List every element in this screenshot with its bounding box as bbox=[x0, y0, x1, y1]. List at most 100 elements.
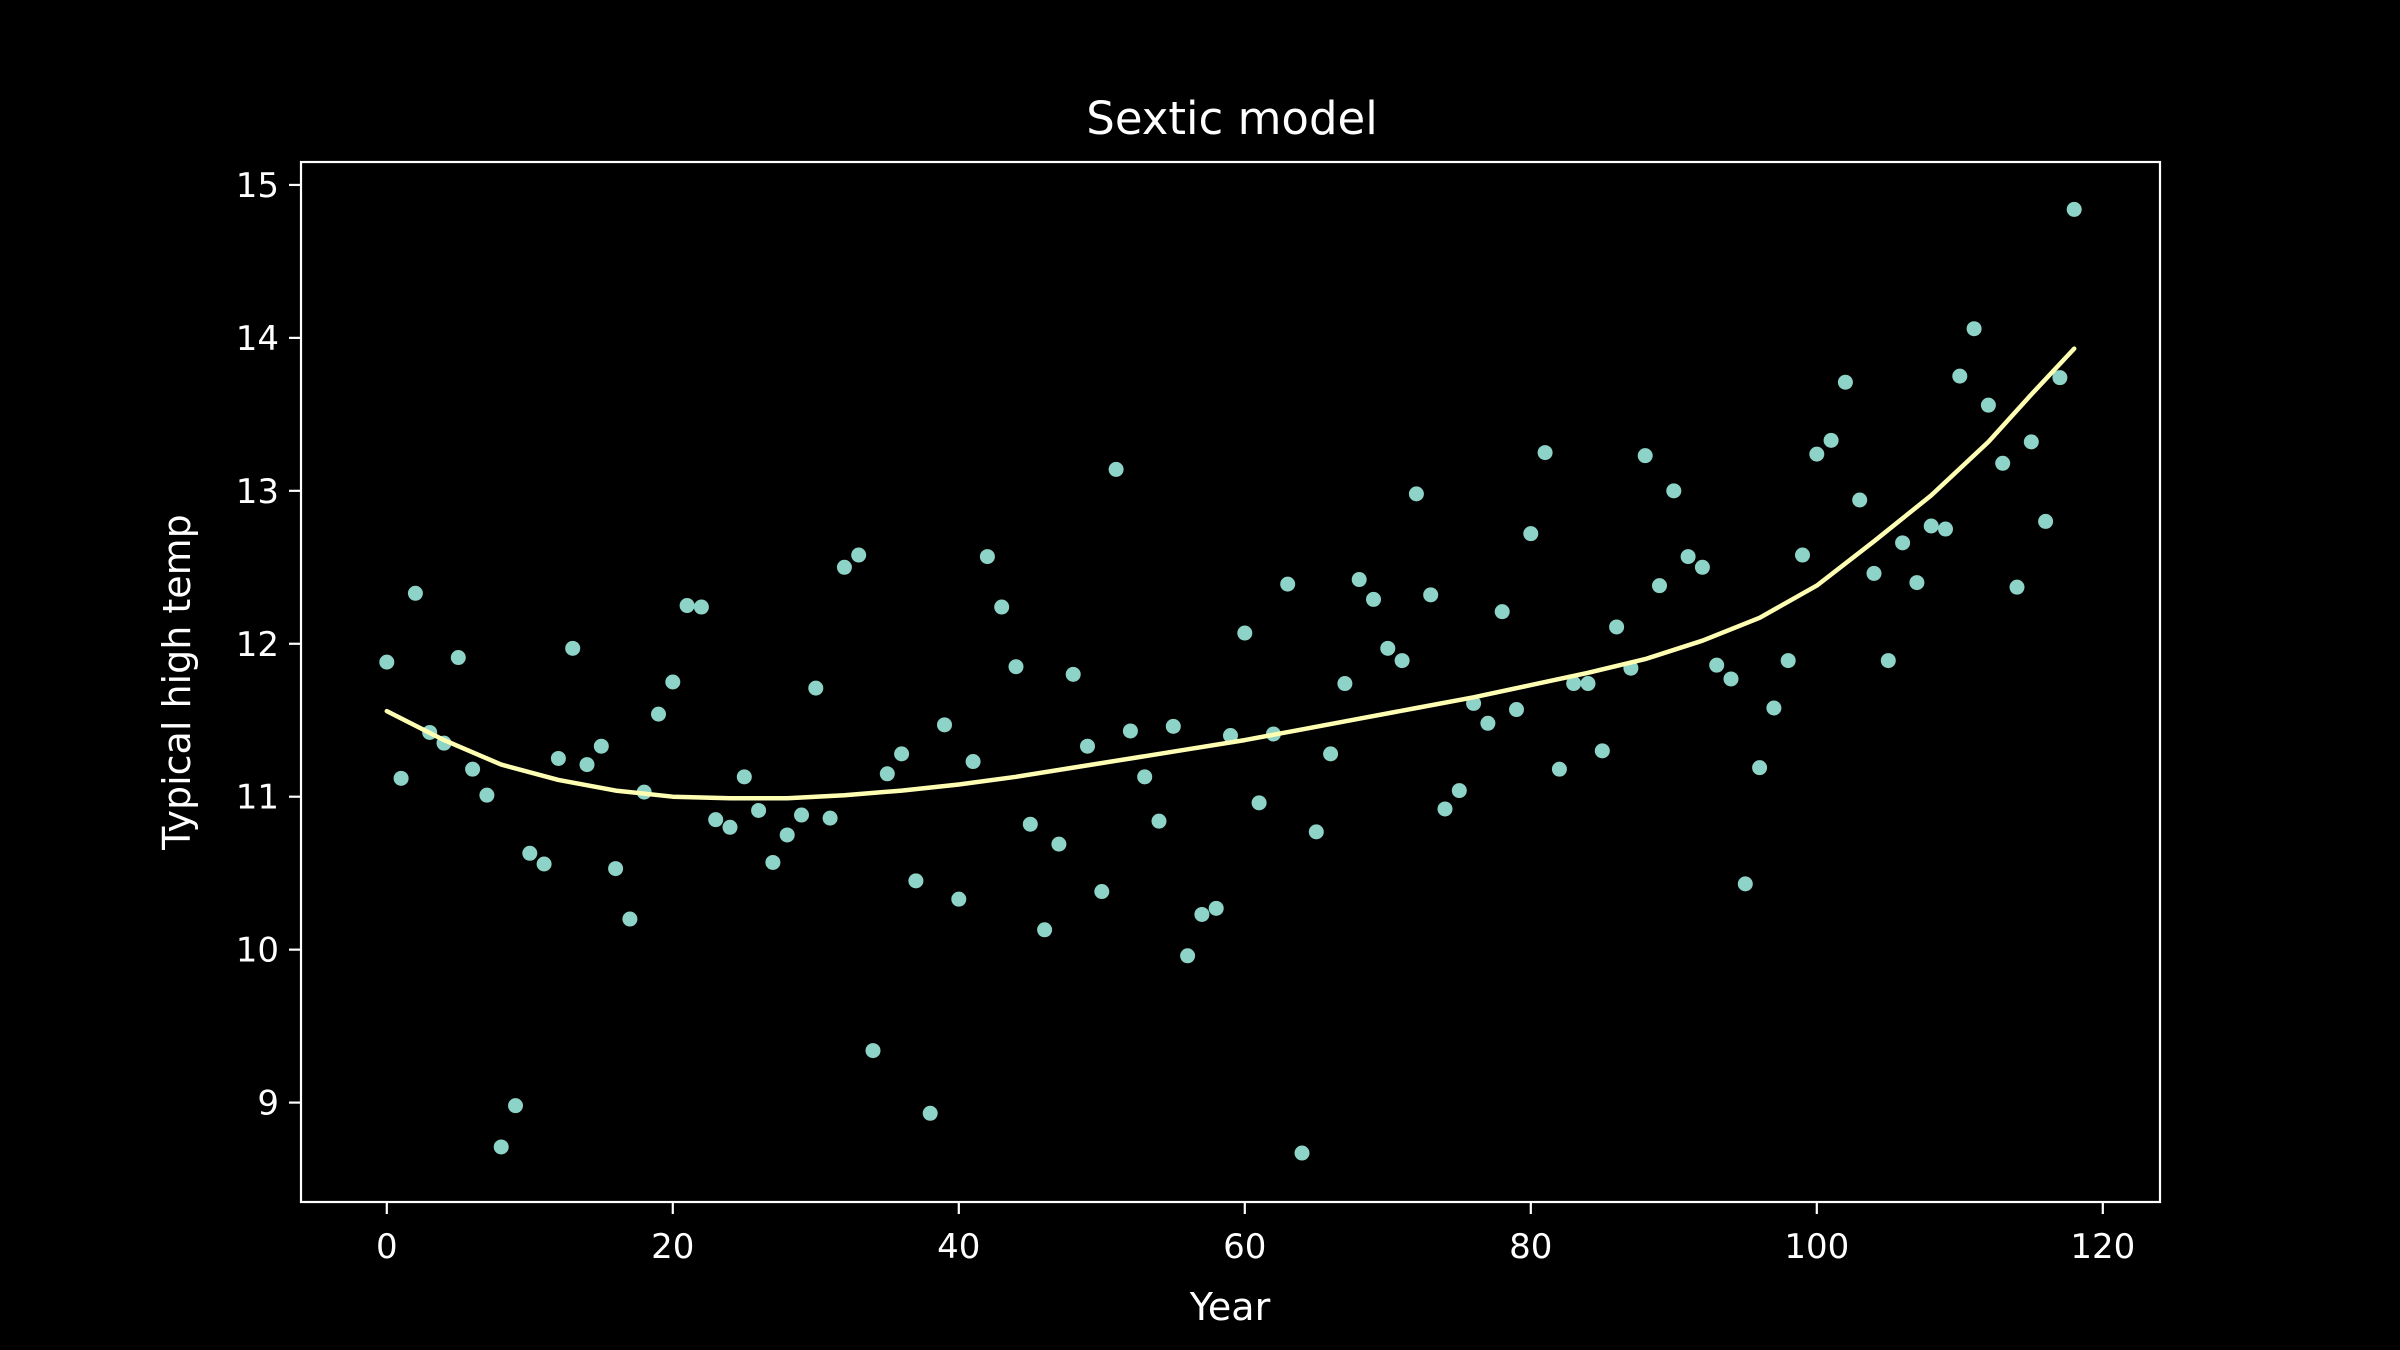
data-point bbox=[865, 1043, 881, 1059]
y-tick-label: 13 bbox=[236, 472, 279, 512]
data-point bbox=[1351, 572, 1367, 588]
data-point bbox=[1451, 783, 1467, 799]
data-point bbox=[1509, 702, 1524, 718]
data-point bbox=[2052, 370, 2068, 386]
data-point bbox=[1752, 760, 1768, 776]
data-point bbox=[1423, 587, 1439, 603]
data-point bbox=[1694, 559, 1710, 575]
y-axis-label: Typical high temp bbox=[155, 514, 199, 851]
data-point bbox=[2066, 201, 2082, 217]
data-point bbox=[1137, 769, 1153, 785]
data-point bbox=[1065, 666, 1081, 682]
data-point bbox=[1680, 549, 1696, 565]
data-point bbox=[1809, 446, 1825, 462]
data-point bbox=[679, 598, 695, 614]
data-point bbox=[1723, 671, 1739, 687]
x-tick-label: 100 bbox=[1784, 1227, 1849, 1267]
data-point bbox=[1766, 700, 1782, 716]
axes-frame bbox=[299, 160, 2162, 1204]
data-point bbox=[1666, 483, 1682, 499]
data-point bbox=[1709, 657, 1725, 673]
data-point bbox=[1051, 836, 1067, 852]
data-point bbox=[1108, 461, 1124, 477]
data-point bbox=[1208, 900, 1224, 916]
scatter-series bbox=[379, 201, 2082, 1161]
data-point bbox=[1280, 576, 1296, 592]
data-point bbox=[622, 911, 638, 927]
data-point bbox=[965, 754, 981, 770]
data-point bbox=[894, 746, 910, 762]
y-tick-label: 11 bbox=[236, 778, 279, 818]
data-point bbox=[1580, 676, 1596, 692]
data-point bbox=[550, 750, 566, 766]
data-point bbox=[979, 549, 995, 565]
data-point bbox=[1494, 604, 1510, 620]
fit-line bbox=[384, 346, 2077, 801]
x-tick-label: 120 bbox=[2070, 1227, 2135, 1267]
data-point bbox=[1523, 526, 1539, 542]
data-point bbox=[1866, 565, 1882, 581]
y-tick-label: 12 bbox=[236, 625, 279, 665]
data-point bbox=[1938, 521, 1953, 537]
data-point bbox=[1008, 659, 1024, 675]
data-point bbox=[1037, 922, 1053, 938]
x-tick-label: 80 bbox=[1509, 1227, 1552, 1267]
data-point bbox=[937, 717, 952, 733]
data-point bbox=[794, 807, 809, 823]
data-point bbox=[1537, 445, 1553, 461]
data-point bbox=[1909, 575, 1925, 591]
data-point bbox=[779, 827, 795, 843]
y-axis: 9 10 11 12 13 14 15 bbox=[236, 166, 301, 1124]
data-point bbox=[1880, 653, 1896, 669]
data-point bbox=[2023, 434, 2039, 450]
data-point bbox=[1337, 676, 1353, 692]
data-point bbox=[1594, 743, 1610, 759]
data-point bbox=[407, 585, 423, 601]
data-point bbox=[1480, 715, 1496, 731]
data-point bbox=[450, 650, 466, 666]
data-point bbox=[1837, 374, 1853, 390]
data-point bbox=[1780, 653, 1796, 669]
data-point bbox=[808, 680, 824, 696]
data-point bbox=[1180, 948, 1196, 964]
data-point bbox=[1237, 625, 1253, 641]
data-point bbox=[693, 599, 709, 615]
x-tick-label: 60 bbox=[1223, 1227, 1266, 1267]
data-point bbox=[1165, 718, 1181, 734]
data-point bbox=[1323, 746, 1339, 762]
data-point bbox=[465, 761, 481, 777]
data-point bbox=[1151, 813, 1167, 829]
data-point bbox=[565, 640, 581, 656]
data-point bbox=[1551, 761, 1567, 777]
data-point bbox=[951, 891, 967, 907]
chart-title: Sextic model bbox=[1086, 92, 1377, 145]
data-point bbox=[1652, 578, 1667, 594]
data-point bbox=[2009, 579, 2025, 595]
data-point bbox=[736, 769, 752, 785]
data-point bbox=[1737, 876, 1753, 892]
data-point bbox=[751, 802, 767, 818]
data-point bbox=[1980, 397, 1996, 413]
x-tick-label: 40 bbox=[937, 1227, 980, 1267]
data-point bbox=[665, 674, 681, 690]
data-point bbox=[1394, 653, 1410, 669]
y-tick-label: 15 bbox=[236, 166, 279, 206]
data-point bbox=[608, 861, 624, 877]
data-point bbox=[851, 547, 867, 563]
plot-area bbox=[379, 201, 2082, 1161]
data-point bbox=[1609, 619, 1625, 635]
x-axis: 0 20 40 60 80 100 120 bbox=[376, 1202, 2135, 1267]
data-point bbox=[765, 854, 781, 870]
data-point bbox=[1194, 906, 1210, 922]
data-point bbox=[536, 856, 552, 872]
data-point bbox=[1366, 591, 1381, 607]
data-point bbox=[1566, 676, 1582, 692]
data-point bbox=[1923, 518, 1939, 534]
data-point bbox=[479, 787, 495, 803]
data-point bbox=[1995, 455, 2011, 471]
data-point bbox=[908, 873, 924, 889]
data-point bbox=[1952, 368, 1968, 384]
data-point bbox=[994, 599, 1010, 615]
data-point bbox=[1251, 795, 1267, 811]
